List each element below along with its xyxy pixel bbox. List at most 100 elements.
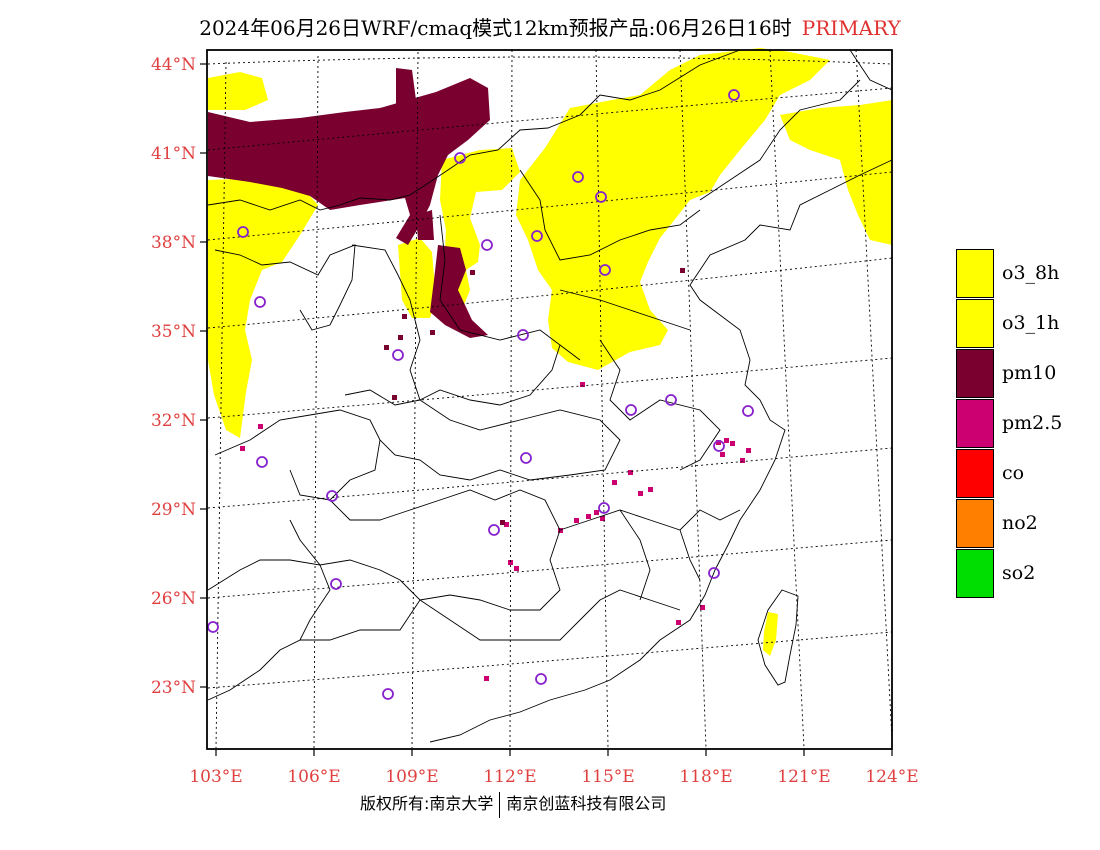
- lon-label: 118°E: [679, 767, 732, 787]
- pm25-cell: [746, 448, 751, 453]
- lat-label: 44°N: [151, 55, 196, 75]
- border-yunnan: [207, 559, 331, 701]
- station-marker: [535, 673, 547, 685]
- pm25-cells: [240, 230, 751, 681]
- station-marker: [330, 578, 342, 590]
- pm25-cell: [720, 452, 725, 457]
- pm25-cell: [612, 480, 617, 485]
- border-hebei-shandong: [519, 169, 701, 331]
- station-marker: [382, 688, 394, 700]
- pm25-cell: [700, 605, 705, 610]
- legend-label: co: [1002, 462, 1025, 484]
- station-marker: [326, 490, 338, 502]
- axis-ticks: [200, 63, 893, 756]
- border-hubei: [379, 399, 621, 481]
- pm25-cell: [574, 518, 579, 523]
- lon-label: 103°E: [189, 767, 242, 787]
- lat-line-29: [207, 447, 893, 509]
- latitude-labels: 44°N 41°N 38°N 35°N 32°N 29°N 26°N 23°N: [151, 55, 196, 698]
- lat-line-38: [207, 171, 893, 241]
- legend-label: o3_8h: [1002, 262, 1060, 284]
- pm10-patch-plume: [396, 68, 416, 104]
- lat-label: 32°N: [151, 411, 196, 431]
- legend-label: no2: [1002, 512, 1038, 534]
- pm25-cell: [724, 438, 729, 443]
- lat-line-26: [207, 539, 893, 599]
- title-tag: PRIMARY: [801, 16, 901, 40]
- lon-line-121: [769, 49, 805, 749]
- o3-patch-shanxi: [398, 238, 436, 318]
- legend-label: o3_1h: [1002, 312, 1060, 334]
- border-gansu-ningxia: [214, 244, 356, 331]
- legend-swatch: [956, 299, 994, 348]
- border-jiangsu-anhui: [559, 339, 721, 471]
- pm25-cell: [484, 676, 489, 681]
- station-marker: [595, 191, 607, 203]
- o3-patch-taiwan: [763, 612, 778, 656]
- lon-label: 121°E: [777, 767, 830, 787]
- pm25-cell: [648, 487, 653, 492]
- pm25-cell: [730, 441, 735, 446]
- pm25-cell: [558, 528, 563, 533]
- o3-patch-northwest: [208, 178, 318, 438]
- pm10-patch-inner-mongolia: [208, 78, 490, 245]
- lat-line-23: [207, 631, 893, 689]
- pm10-cell: [680, 268, 685, 273]
- pm25-cell: [258, 424, 263, 429]
- pm25-cell: [508, 560, 513, 565]
- legend-swatch: [956, 399, 994, 448]
- station-marker: [488, 524, 500, 536]
- border-liaoning-jilin: [699, 79, 861, 201]
- station-marker: [728, 89, 740, 101]
- station-marker: [254, 296, 266, 308]
- footer-separator: [499, 791, 501, 818]
- pm10-cell: [392, 395, 397, 400]
- legend-swatch: [956, 249, 994, 298]
- station-marker: [713, 440, 725, 452]
- taiwan-outline: [757, 589, 799, 686]
- lon-line-115: [595, 49, 609, 749]
- border-jiangxi-fujian: [559, 509, 741, 601]
- map-title: 2024年06月26日WRF/cmaq模式12km预报产品:06月26日16时 P…: [0, 12, 1100, 41]
- coastline: [429, 159, 893, 743]
- border-shaanxi: [344, 244, 421, 406]
- pm25-cell: [586, 514, 591, 519]
- lat-line-41: [207, 87, 893, 151]
- longitude-labels: 103°E 106°E 109°E 112°E 115°E 118°E 121°E 124°E: [189, 767, 918, 787]
- station-markers: [207, 89, 754, 700]
- station-marker: [517, 329, 529, 341]
- pm25-cell: [628, 470, 633, 475]
- station-marker: [599, 264, 611, 276]
- border-inner-mongolia: [207, 49, 893, 211]
- station-marker: [481, 239, 493, 251]
- o3-patch-northeast: [780, 100, 892, 245]
- pm25-cell: [514, 566, 519, 571]
- lat-label: 41°N: [151, 144, 196, 164]
- station-marker: [520, 452, 532, 464]
- border-guizhou-hunan: [289, 489, 561, 611]
- lon-label: 124°E: [865, 767, 918, 787]
- legend-swatch: [956, 349, 994, 398]
- station-marker: [237, 226, 249, 238]
- pm10-cell: [430, 330, 435, 335]
- lon-line-106: [313, 55, 319, 749]
- lon-line-103: [215, 61, 227, 749]
- pm10-cell: [404, 230, 409, 235]
- pm10-patch-strip: [416, 210, 434, 240]
- o3-patch-northwest-top: [208, 72, 268, 110]
- pm25-cell: [240, 446, 245, 451]
- lat-label: 38°N: [151, 233, 196, 253]
- lon-label: 115°E: [581, 767, 634, 787]
- lon-label: 109°E: [385, 767, 438, 787]
- pm25-cell: [594, 510, 599, 515]
- station-marker: [572, 171, 584, 183]
- pm25-cell: [740, 458, 745, 463]
- pollution-patches: [208, 48, 892, 656]
- legend-swatch: [956, 549, 994, 598]
- legend-swatch: [956, 499, 994, 548]
- station-marker: [207, 621, 219, 633]
- legend-label: so2: [1002, 562, 1036, 584]
- province-boundaries: [207, 49, 893, 743]
- station-marker: [625, 404, 637, 416]
